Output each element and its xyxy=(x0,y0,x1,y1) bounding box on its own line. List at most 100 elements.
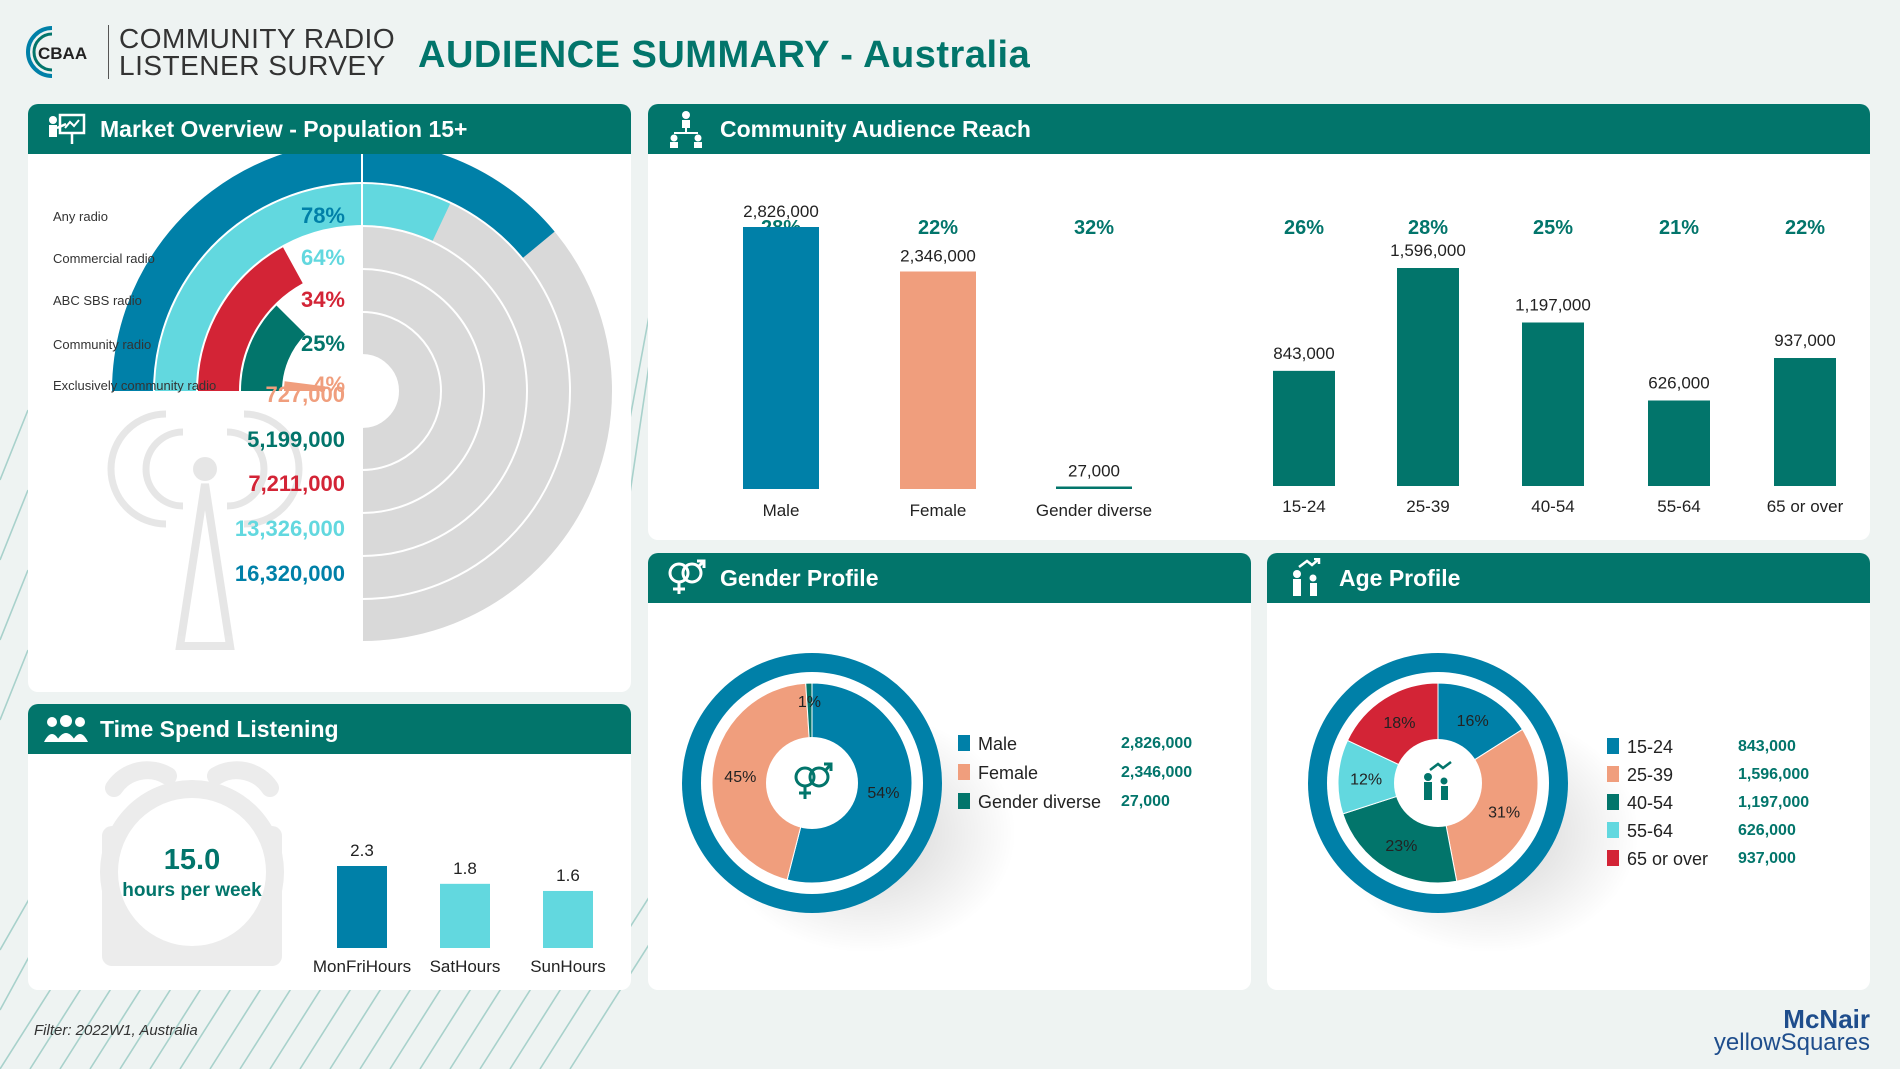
reach-category-65-or-over: 65 or over xyxy=(1767,497,1844,516)
age-center-icon xyxy=(1424,761,1452,800)
legend-label-gender-diverse: Gender diverse xyxy=(978,792,1101,812)
market-label-abc-sbs-radio: ABC SBS radio xyxy=(53,293,142,308)
radio-tower-icon xyxy=(107,410,303,650)
pie-label-female: 45% xyxy=(724,769,756,786)
reach-bar-25-39 xyxy=(1397,268,1459,486)
reach-value-female: 2,346,000 xyxy=(900,247,976,266)
reach-bar-55-64 xyxy=(1648,400,1710,486)
audience-reach-chart: 28% 2,826,000 Male 22% 2,346,000 Female 32% 27,… xyxy=(743,202,1844,520)
legend-audience-15-24: 843,000 xyxy=(1738,738,1796,755)
market-overview-card: Market Overview - Population 15+ Any rad… xyxy=(28,104,631,692)
market-ring-community-radio xyxy=(241,305,306,392)
time-bar-sathours xyxy=(440,883,490,948)
gender-profile-chart: 54% 45% 1% Male 2,826,000 Female 2,346,000 Gen… xyxy=(682,653,1192,953)
legend-label-female: Female xyxy=(978,763,1038,783)
reach-value-male: 2,826,000 xyxy=(743,202,819,221)
legend-label-15-24: 15-24 xyxy=(1627,737,1673,757)
market-audience-any-radio: 16,320,000 xyxy=(235,561,345,586)
reach-pct-25-39: 28% xyxy=(1408,217,1448,239)
alarm-clock-icon xyxy=(100,761,284,966)
legend-audience-25-39: 1,596,000 xyxy=(1738,766,1809,783)
market-ring-track-abc-sbs-radio xyxy=(361,227,526,555)
reach-bar-65-or-over xyxy=(1774,358,1836,486)
reach-pct-55-64: 21% xyxy=(1659,217,1699,239)
reach-value-40-54: 1,197,000 xyxy=(1515,296,1591,315)
legend-swatch-gender-diverse xyxy=(958,793,970,809)
legend-audience-65-or-over: 937,000 xyxy=(1738,850,1796,867)
reach-category-25-39: 25-39 xyxy=(1406,497,1449,516)
legend-swatch-55-64 xyxy=(1607,822,1619,838)
age-profile-card: Age Profile 16% 31% 23% 12% 18% 15-24 843,000… xyxy=(1267,553,1870,990)
market-pct-community-radio: 25% xyxy=(301,331,345,356)
time-bar-monfrihours xyxy=(337,866,387,948)
brand-line-1: McNair xyxy=(1783,1004,1870,1034)
reach-bar-gender-diverse xyxy=(1056,486,1132,489)
hours-per-week-unit: hours per week xyxy=(122,880,262,901)
brand-line-2: yellowSquares xyxy=(1713,1029,1870,1056)
logo-line-1: COMMUNITY RADIO xyxy=(119,23,396,54)
reach-value-55-64: 626,000 xyxy=(1648,373,1709,392)
market-audience-community-radio: 5,199,000 xyxy=(247,427,345,452)
legend-swatch-40-54 xyxy=(1607,794,1619,810)
reach-bar-male xyxy=(743,227,819,489)
cbaa-logo: CBAA COMMUNITY RADIO LISTENER SURVEY xyxy=(22,22,395,82)
time-spend-title: Time Spend Listening xyxy=(100,715,339,742)
reach-category-female: Female xyxy=(910,501,967,520)
reach-pct-65-or-over: 22% xyxy=(1785,217,1825,239)
age-profile-title: Age Profile xyxy=(1339,564,1461,591)
pie-slice-55-64 xyxy=(1337,739,1440,815)
market-label-any-radio: Any radio xyxy=(53,209,108,224)
pie-label-gender-diverse: 1% xyxy=(798,694,821,711)
time-category-sathours: SatHours xyxy=(430,957,501,976)
market-pct-any-radio: 78% xyxy=(301,203,345,228)
pie-label-55-64: 12% xyxy=(1350,771,1382,788)
market-audience-exclusively-community-radio: 727,000 xyxy=(265,382,345,407)
reach-value-65-or-over: 937,000 xyxy=(1774,331,1835,350)
time-category-sunhours: SunHours xyxy=(530,957,606,976)
time-spend-card: Time Spend Listening 15.0 hours per week… xyxy=(28,704,631,990)
market-pct-commercial-radio: 64% xyxy=(301,245,345,270)
time-spend-header: Time Spend Listening xyxy=(28,704,631,754)
logo-line-2: LISTENER SURVEY xyxy=(119,50,386,81)
reach-category-40-54: 40-54 xyxy=(1531,497,1574,516)
market-label-exclusively-community-radio: Exclusively community radio xyxy=(53,378,216,393)
audience-reach-card: Community Audience Reach 28% 2,826,000 Mal… xyxy=(648,104,1870,540)
reach-category-gender-diverse: Gender diverse xyxy=(1036,501,1152,520)
filter-note: Filter: 2022W1, Australia xyxy=(34,1022,198,1039)
legend-swatch-female xyxy=(958,764,970,780)
family-growth-icon xyxy=(1281,558,1329,598)
market-ring-any-radio xyxy=(112,154,555,392)
market-ring-track-community-radio xyxy=(361,270,483,512)
logo-text: COMMUNITY RADIO LISTENER SURVEY xyxy=(108,23,396,81)
market-audience-abc-sbs-radio: 7,211,000 xyxy=(248,471,345,496)
mcnair-yellowsquares-logo: McNair yellowSquares xyxy=(1713,1004,1870,1056)
pie-slice-female xyxy=(711,682,813,881)
time-value-monfrihours: 2.3 xyxy=(350,841,374,860)
market-ring-track-exclusively-community-radio xyxy=(361,313,440,469)
pie-label-25-39: 31% xyxy=(1488,805,1520,822)
audience-reach-title: Community Audience Reach xyxy=(720,115,1031,142)
cbaa-logo-mark: CBAA xyxy=(26,26,87,78)
hours-per-week-value: 15.0 xyxy=(164,844,220,876)
time-category-monfrihours: MonFriHours xyxy=(313,957,411,976)
reach-pct-15-24: 26% xyxy=(1284,217,1324,239)
market-label-community-radio: Community radio xyxy=(53,337,151,352)
reach-pct-40-54: 25% xyxy=(1533,217,1573,239)
pie-label-male: 54% xyxy=(867,785,899,802)
market-audience-commercial-radio: 13,326,000 xyxy=(235,516,345,541)
reach-value-gender-diverse: 27,000 xyxy=(1068,461,1120,480)
audience-reach-header: Community Audience Reach xyxy=(648,104,1870,154)
legend-audience-female: 2,346,000 xyxy=(1121,764,1192,781)
legend-audience-gender-diverse: 27,000 xyxy=(1121,793,1170,810)
legend-swatch-15-24 xyxy=(1607,738,1619,754)
legend-swatch-25-39 xyxy=(1607,766,1619,782)
legend-label-65-or-over: 65 or over xyxy=(1627,849,1708,869)
legend-audience-55-64: 626,000 xyxy=(1738,822,1796,839)
time-value-sunhours: 1.6 xyxy=(556,866,580,885)
market-pct-exclusively-community-radio: 4% xyxy=(313,372,345,397)
gender-icon xyxy=(662,558,710,598)
gender-profile-title: Gender Profile xyxy=(720,564,879,591)
pie-label-15-24: 16% xyxy=(1457,713,1489,730)
reach-value-25-39: 1,596,000 xyxy=(1390,241,1466,260)
gender-profile-header: Gender Profile xyxy=(648,553,1251,603)
